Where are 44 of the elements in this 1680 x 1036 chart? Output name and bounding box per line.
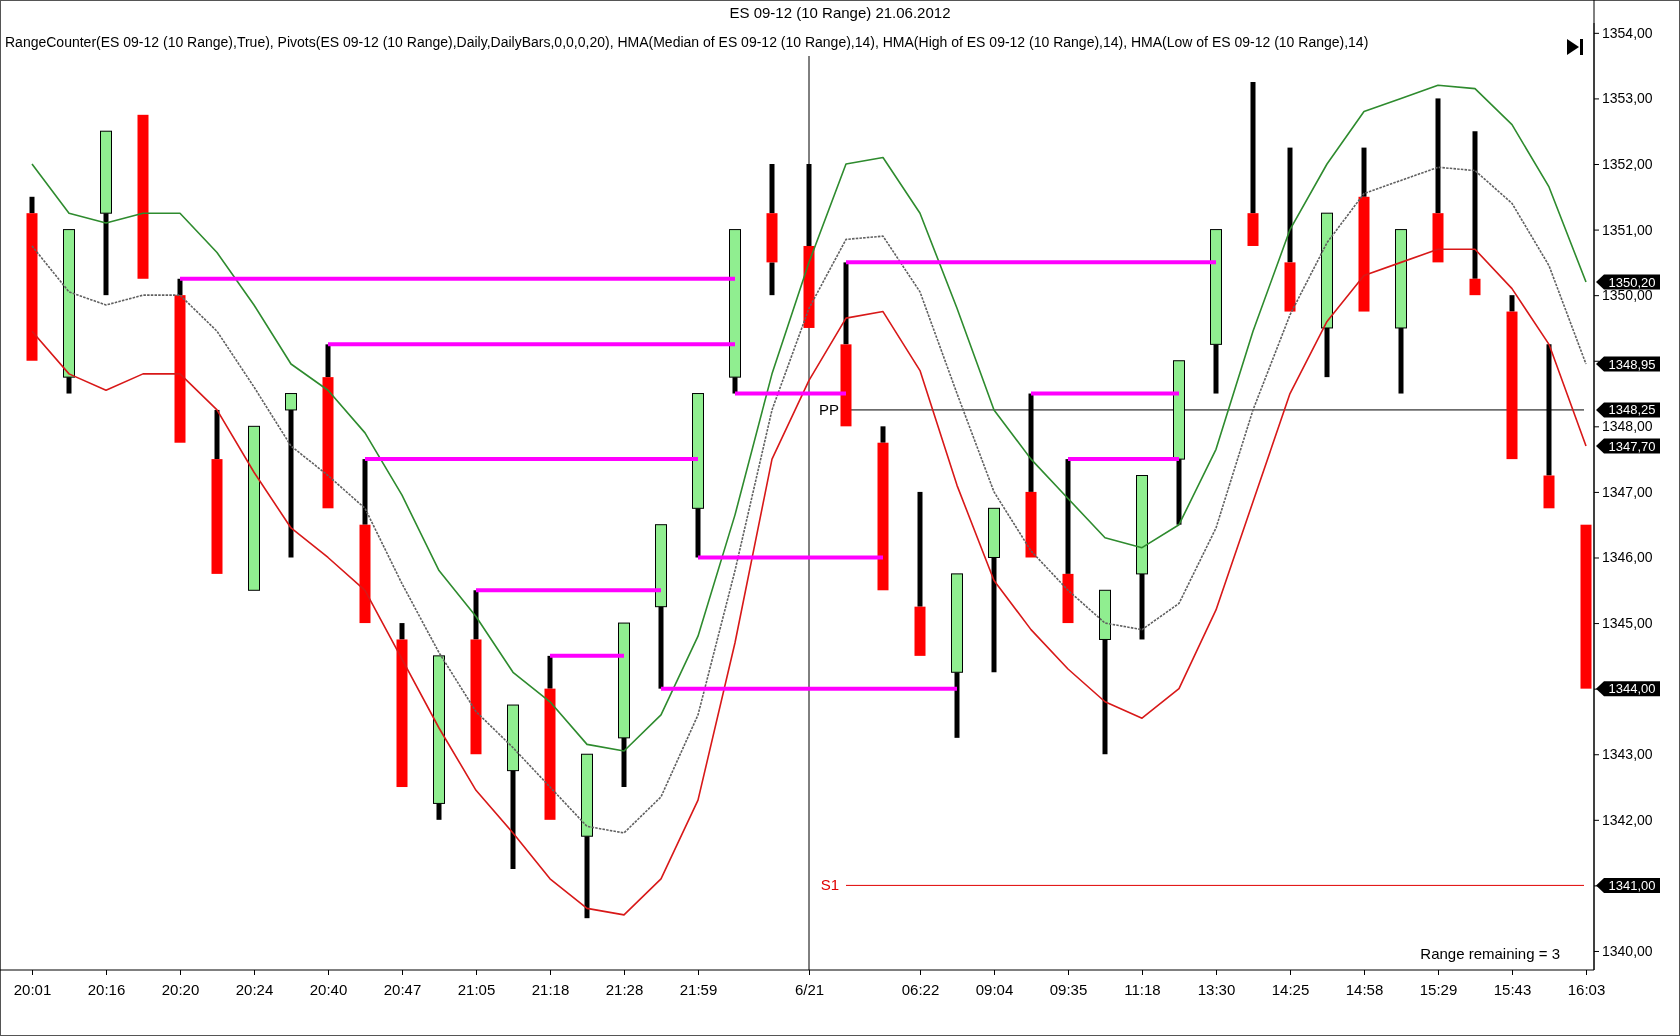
x-tick-label: 21:59 [679, 980, 718, 998]
x-tick-label: 14:25 [1271, 980, 1310, 998]
ref-line-label: S1 [820, 876, 839, 894]
x-tick-label: 14:58 [1345, 980, 1384, 998]
y-tick-label: 1342,00 [1602, 811, 1653, 828]
x-tick-label: 20:01 [13, 980, 52, 998]
y-tick-label: 1346,00 [1602, 549, 1653, 566]
text: RangeCounter(ES 09-12 (10 Range),True), Pivots(ES 09-12 (10 Range),Daily,DailyBars,0,0,0,20), HMA(Median of ES 09-12 (10 Range),14), HMA(High of ES 09-12 (10 Range),14), HMA(Low of ES 09-12 (10 Range),14) [5, 34, 1369, 50]
x-tick-label: 21:28 [605, 980, 644, 998]
y-tick-label: 1353,00 [1602, 90, 1653, 107]
text: 1348,25 [1608, 402, 1656, 418]
x-tick-label: 09:04 [975, 980, 1014, 998]
x-tick-label: 20:40 [309, 980, 348, 998]
x-tick-label: 20:24 [235, 980, 274, 998]
text: 1348,95 [1608, 356, 1656, 372]
y-tick-label: 1351,00 [1602, 221, 1653, 238]
x-tick-label: 20:47 [383, 980, 422, 998]
y-tick-label: 1348,00 [1602, 418, 1653, 435]
y-tick-label: 1347,00 [1602, 483, 1653, 500]
x-tick-label: 20:20 [161, 980, 200, 998]
x-tick-label: 21:05 [457, 980, 496, 998]
y-tick-label: 1352,00 [1602, 155, 1653, 172]
annotation: Range remaining = 3 [1420, 945, 1560, 962]
y-tick-label: 1350,00 [1602, 287, 1653, 304]
text: 1347,70 [1608, 438, 1656, 454]
x-tick-label: 15:29 [1419, 980, 1458, 998]
y-tick-label: 1343,00 [1602, 746, 1653, 763]
y-tick-label: 1340,00 [1602, 942, 1653, 959]
x-tick-label: 15:43 [1493, 980, 1532, 998]
x-tick-label: 6/21 [794, 980, 825, 998]
x-tick-label: 21:18 [531, 980, 570, 998]
text: 1341,00 [1608, 877, 1656, 893]
chart-title: ES 09-12 (10 Range) 21.06.2012 [729, 4, 951, 21]
x-tick-label: 13:30 [1197, 980, 1236, 998]
y-tick-label: 1345,00 [1602, 615, 1653, 632]
x-tick-label: 16:03 [1567, 980, 1606, 998]
x-tick-label: 09:35 [1049, 980, 1088, 998]
x-tick-label: 11:18 [1124, 980, 1161, 998]
y-tick-label: 1354,00 [1602, 24, 1653, 41]
text: 1350,20 [1608, 274, 1656, 290]
x-tick-label: 20:16 [87, 980, 126, 998]
x-tick-label: 06:22 [901, 980, 940, 998]
text: 1344,00 [1608, 681, 1656, 697]
ref-line-label: PP [818, 400, 839, 418]
